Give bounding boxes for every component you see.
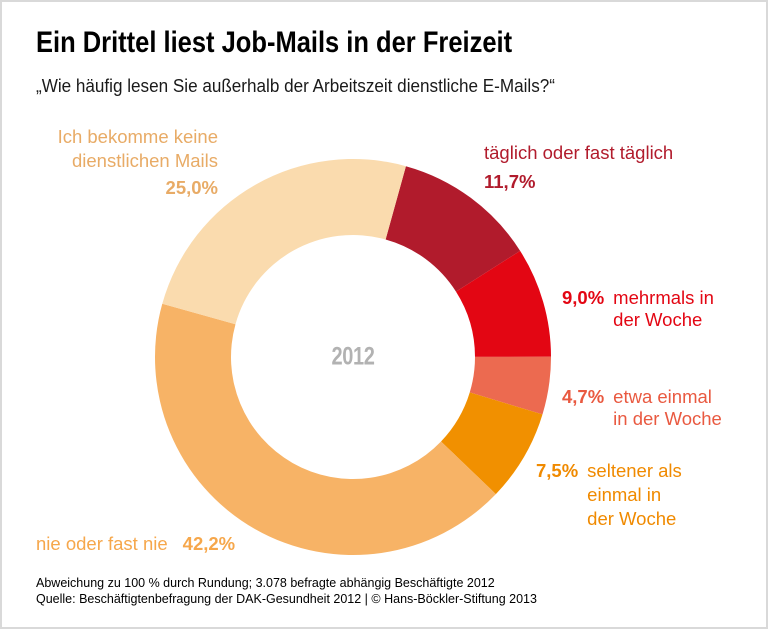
donut-segment-keine <box>162 158 406 325</box>
callout-text: etwa einmal in der Woche <box>613 386 722 430</box>
page-subtitle: „Wie häufig lesen Sie außerhalb der Arbe… <box>36 76 555 96</box>
callout-text-line: der Woche <box>587 508 677 529</box>
callout-text-line: dienstlichen Mails <box>71 150 218 171</box>
callout-text: mehrmals in der Woche <box>613 287 714 331</box>
callout-text-line: Ich bekomme keine <box>57 126 218 147</box>
page-title: Ein Drittel liest Job-Mails in der Freiz… <box>36 26 513 59</box>
callout-text-line: in der Woche <box>613 408 722 429</box>
callout-text-line: einmal in <box>587 484 662 505</box>
footnote-block: Abweichung zu 100 % durch Rundung; 3.078… <box>36 575 537 607</box>
callout-text-line: täglich oder fast täglich <box>484 142 674 163</box>
callout-text-line: der Woche <box>613 309 703 330</box>
callout-value: 9,0% <box>562 287 605 308</box>
callout-text-line: mehrmals in <box>613 287 714 308</box>
callout-taeglich: täglich oder fast täglich 11,7% <box>484 141 673 194</box>
donut-segment-mehrmals <box>455 250 551 357</box>
callout-etwa-einmal: 4,7% etwa einmal in der Woche <box>562 386 722 430</box>
center-year-label: 2012 <box>331 342 375 371</box>
callout-seltener: 7,5% seltener als einmal in der Woche <box>536 459 682 531</box>
callout-value: 42,2% <box>182 533 236 554</box>
donut-segment-seltener <box>441 392 543 495</box>
callout-value: 4,7% <box>562 386 605 407</box>
callout-value: 25,0% <box>165 177 218 198</box>
callout-keine-mails: Ich bekomme keine dienstlichen Mails 25,… <box>58 125 218 200</box>
callout-value: 11,7% <box>484 171 536 192</box>
donut-segment-etwa <box>469 356 552 415</box>
callout-mehrmals: 9,0% mehrmals in der Woche <box>562 287 714 331</box>
footnote-source: Quelle: Beschäftigtenbefragung der DAK-G… <box>36 592 537 606</box>
footnote-note: Abweichung zu 100 % durch Rundung; 3.078… <box>36 576 495 590</box>
callout-text-line: nie oder fast nie <box>36 533 168 554</box>
callout-text-line: seltener als <box>587 460 682 481</box>
donut-segment-nie <box>154 303 496 556</box>
callout-text: seltener als einmal in der Woche <box>587 459 682 531</box>
callout-nie: nie oder fast nie 42,2% <box>36 532 244 555</box>
callout-text-line: etwa einmal <box>613 386 712 407</box>
callout-value: 7,5% <box>536 460 579 481</box>
donut-segment-taeglich <box>385 166 521 292</box>
